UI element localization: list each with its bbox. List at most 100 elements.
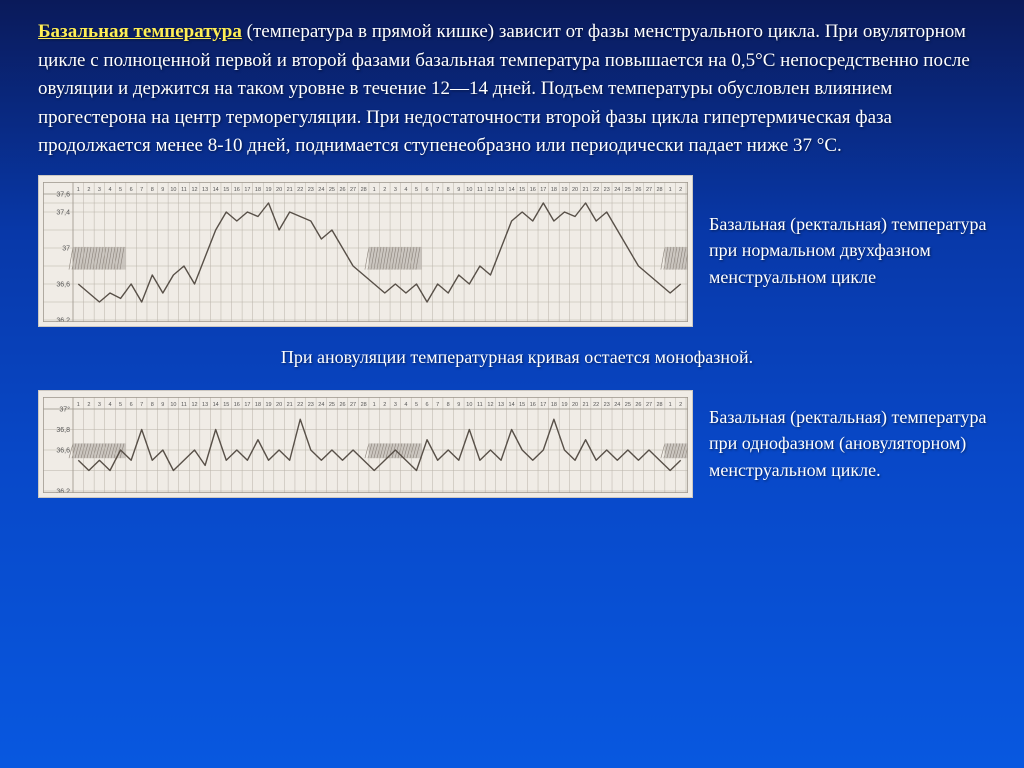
svg-text:21: 21: [583, 402, 589, 408]
svg-text:2: 2: [383, 187, 386, 193]
chart-2-svg: 1234567891011121314151617181920212223242…: [43, 397, 688, 493]
svg-text:7: 7: [140, 402, 143, 408]
chart-2-caption: Базальная (ректальная) температура при о…: [709, 404, 996, 482]
svg-text:4: 4: [404, 187, 407, 193]
svg-text:26: 26: [635, 402, 641, 408]
svg-text:18: 18: [255, 402, 261, 408]
svg-text:12: 12: [487, 187, 493, 193]
svg-text:11: 11: [181, 187, 187, 193]
svg-text:36,6: 36,6: [56, 447, 70, 454]
svg-text:4: 4: [108, 187, 111, 193]
svg-text:8: 8: [447, 187, 450, 193]
svg-text:24: 24: [318, 187, 324, 193]
svg-text:3: 3: [394, 187, 397, 193]
svg-text:18: 18: [551, 187, 557, 193]
svg-text:25: 25: [329, 402, 335, 408]
svg-text:13: 13: [498, 187, 504, 193]
svg-text:7: 7: [140, 187, 143, 193]
chart-2-container: 1234567891011121314151617181920212223242…: [38, 390, 693, 498]
term-highlight: Базальная температура: [38, 21, 242, 42]
svg-text:26: 26: [635, 187, 641, 193]
svg-text:3: 3: [394, 402, 397, 408]
svg-text:28: 28: [361, 402, 367, 408]
svg-text:1: 1: [77, 187, 80, 193]
svg-text:13: 13: [498, 402, 504, 408]
svg-text:20: 20: [572, 402, 578, 408]
svg-text:22: 22: [297, 402, 303, 408]
svg-text:19: 19: [561, 402, 567, 408]
svg-text:24: 24: [318, 402, 324, 408]
svg-text:9: 9: [457, 402, 460, 408]
svg-text:27: 27: [646, 402, 652, 408]
svg-text:26: 26: [339, 187, 345, 193]
svg-text:26: 26: [339, 402, 345, 408]
svg-text:36,6: 36,6: [56, 281, 70, 288]
svg-text:28: 28: [657, 402, 663, 408]
svg-text:3: 3: [98, 402, 101, 408]
svg-text:5: 5: [119, 402, 122, 408]
svg-text:19: 19: [561, 187, 567, 193]
svg-text:16: 16: [530, 187, 536, 193]
svg-text:27: 27: [350, 402, 356, 408]
svg-text:3: 3: [98, 187, 101, 193]
svg-text:24: 24: [614, 187, 620, 193]
svg-text:1: 1: [373, 402, 376, 408]
svg-text:7: 7: [436, 187, 439, 193]
svg-text:36,8: 36,8: [56, 427, 70, 434]
svg-text:10: 10: [466, 187, 472, 193]
svg-text:7: 7: [436, 402, 439, 408]
svg-text:37: 37: [62, 245, 70, 252]
svg-text:25: 25: [329, 187, 335, 193]
chart-1-caption: Базальная (ректальная) температура при н…: [709, 211, 996, 289]
svg-text:4: 4: [404, 402, 407, 408]
svg-text:10: 10: [466, 402, 472, 408]
svg-text:27: 27: [350, 187, 356, 193]
svg-text:5: 5: [119, 187, 122, 193]
svg-text:2: 2: [679, 402, 682, 408]
svg-text:9: 9: [161, 187, 164, 193]
svg-text:6: 6: [426, 402, 429, 408]
svg-text:27: 27: [646, 187, 652, 193]
chart-1-svg: 1234567891011121314151617181920212223242…: [43, 182, 688, 322]
main-paragraph: Базальная температура (температура в пря…: [38, 18, 996, 161]
svg-text:37,6: 37,6: [56, 191, 70, 198]
svg-text:15: 15: [223, 187, 229, 193]
svg-text:9: 9: [457, 187, 460, 193]
svg-text:15: 15: [223, 402, 229, 408]
svg-text:14: 14: [213, 402, 219, 408]
svg-text:15: 15: [519, 402, 525, 408]
svg-text:23: 23: [604, 402, 610, 408]
svg-text:8: 8: [151, 187, 154, 193]
svg-text:6: 6: [426, 187, 429, 193]
svg-text:5: 5: [415, 187, 418, 193]
svg-text:16: 16: [234, 402, 240, 408]
svg-text:22: 22: [297, 187, 303, 193]
svg-text:20: 20: [572, 187, 578, 193]
svg-text:37,4: 37,4: [56, 209, 70, 216]
svg-text:22: 22: [593, 187, 599, 193]
svg-text:10: 10: [170, 402, 176, 408]
svg-text:6: 6: [130, 187, 133, 193]
svg-text:2: 2: [679, 187, 682, 193]
svg-text:23: 23: [308, 187, 314, 193]
svg-text:21: 21: [287, 402, 293, 408]
svg-text:18: 18: [551, 402, 557, 408]
svg-text:13: 13: [202, 402, 208, 408]
svg-text:17: 17: [540, 402, 546, 408]
svg-text:17: 17: [244, 402, 250, 408]
svg-text:1: 1: [669, 187, 672, 193]
svg-text:6: 6: [130, 402, 133, 408]
svg-text:17: 17: [244, 187, 250, 193]
chart-row-1: 1234567891011121314151617181920212223242…: [38, 175, 996, 327]
svg-text:28: 28: [361, 187, 367, 193]
svg-text:17: 17: [540, 187, 546, 193]
svg-text:19: 19: [265, 187, 271, 193]
svg-text:13: 13: [202, 187, 208, 193]
svg-text:9: 9: [161, 402, 164, 408]
svg-text:2: 2: [87, 187, 90, 193]
svg-text:8: 8: [447, 402, 450, 408]
svg-text:21: 21: [583, 187, 589, 193]
chart-1-container: 1234567891011121314151617181920212223242…: [38, 175, 693, 327]
svg-text:10: 10: [170, 187, 176, 193]
svg-text:12: 12: [487, 402, 493, 408]
